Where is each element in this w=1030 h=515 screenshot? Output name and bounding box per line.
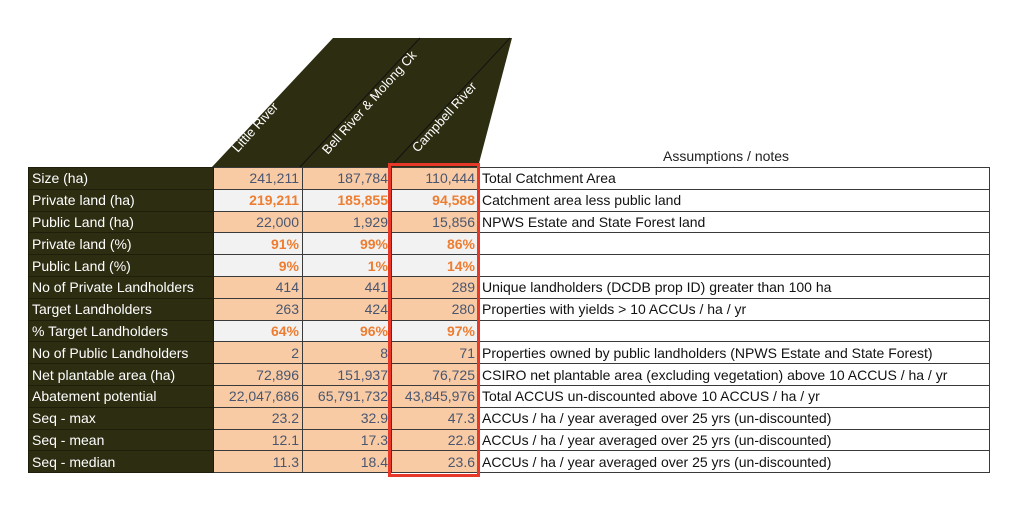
- row-label: % Target Landholders: [28, 319, 214, 343]
- row-label: No of Public Landholders: [28, 341, 214, 365]
- row-label: Public Land (%): [28, 254, 214, 277]
- cell-little-river: 91%: [213, 232, 303, 256]
- cell-little-river: 11.3: [213, 450, 303, 474]
- cell-bell-river: 187,784: [302, 167, 392, 190]
- cell-campbell-river: 43,845,976: [391, 384, 479, 408]
- row-note: [478, 254, 990, 277]
- cell-campbell-river: 97%: [391, 319, 479, 343]
- cell-campbell-river: 23.6: [391, 450, 479, 474]
- table-row: Net plantable area (ha) 72,896 151,937 76,7…: [28, 363, 990, 386]
- cell-little-river: 72,896: [213, 363, 303, 386]
- cell-bell-river: 17.3: [302, 428, 392, 452]
- cell-bell-river: 18.4: [302, 450, 392, 474]
- cell-campbell-river: 47.3: [391, 406, 479, 430]
- row-note: ACCUs / ha / year averaged over 25 yrs (…: [478, 406, 990, 430]
- table-row: Seq - mean 12.1 17.3 22.8 ACCUs / ha / year …: [28, 428, 990, 452]
- cell-bell-river: 8: [302, 341, 392, 365]
- row-note: Total ACCUS un-discounted above 10 ACCUS…: [478, 384, 990, 408]
- table-row: Private land (ha) 219,211 185,855 94,588 Cat…: [28, 188, 990, 212]
- cell-little-river: 22,000: [213, 210, 303, 234]
- row-note: CSIRO net plantable area (excluding vege…: [478, 363, 990, 386]
- row-label: Net plantable area (ha): [28, 363, 214, 386]
- row-note: NPWS Estate and State Forest land: [478, 210, 990, 234]
- row-label: Abatement potential: [28, 384, 214, 408]
- column-header-band: [212, 37, 512, 168]
- table-row: % Target Landholders 64% 96% 97%: [28, 319, 990, 343]
- cell-campbell-river: 22.8: [391, 428, 479, 452]
- row-note: Catchment area less public land: [478, 188, 990, 212]
- cell-little-river: 2: [213, 341, 303, 365]
- cell-campbell-river: 15,856: [391, 210, 479, 234]
- row-note: Properties owned by public landholders (…: [478, 341, 990, 365]
- cell-bell-river: 185,855: [302, 188, 392, 212]
- row-label: Public Land (ha): [28, 210, 214, 234]
- cell-campbell-river: 94,588: [391, 188, 479, 212]
- cell-little-river: 219,211: [213, 188, 303, 212]
- table-row: Public Land (ha) 22,000 1,929 15,856 NPWS Es…: [28, 210, 990, 234]
- cell-bell-river: 65,791,732: [302, 384, 392, 408]
- cell-campbell-river: 289: [391, 275, 479, 299]
- row-label: Size (ha): [28, 167, 214, 190]
- row-label: Target Landholders: [28, 297, 214, 321]
- table-row: Seq - median 11.3 18.4 23.6 ACCUs / ha / yea…: [28, 450, 990, 474]
- table-row: Public Land (%) 9% 1% 14%: [28, 254, 990, 277]
- row-note: Unique landholders (DCDB prop ID) greate…: [478, 275, 990, 299]
- cell-little-river: 12.1: [213, 428, 303, 452]
- cell-bell-river: 151,937: [302, 363, 392, 386]
- cell-campbell-river: 14%: [391, 254, 479, 277]
- cell-bell-river: 32.9: [302, 406, 392, 430]
- cell-little-river: 414: [213, 275, 303, 299]
- cell-bell-river: 441: [302, 275, 392, 299]
- row-note: Total Catchment Area: [478, 167, 990, 190]
- row-label: Seq - mean: [28, 428, 214, 452]
- header-background: [212, 38, 512, 167]
- cell-campbell-river: 71: [391, 341, 479, 365]
- row-note: [478, 232, 990, 256]
- row-label: Private land (ha): [28, 188, 214, 212]
- cell-little-river: 241,211: [213, 167, 303, 190]
- row-label: Seq - max: [28, 406, 214, 430]
- table-row: Size (ha) 241,211 187,784 110,444 Total Catc…: [28, 167, 990, 190]
- header-divider: [389, 37, 511, 168]
- cell-campbell-river: 76,725: [391, 363, 479, 386]
- cell-little-river: 9%: [213, 254, 303, 277]
- row-note: ACCUs / ha / year averaged over 25 yrs (…: [478, 450, 990, 474]
- header-divider: [299, 37, 421, 168]
- cell-campbell-river: 110,444: [391, 167, 479, 190]
- row-label: Private land (%): [28, 232, 214, 256]
- table-row: Seq - max 23.2 32.9 47.3 ACCUs / ha / year a…: [28, 406, 990, 430]
- cell-campbell-river: 280: [391, 297, 479, 321]
- cell-bell-river: 1%: [302, 254, 392, 277]
- row-label: No of Private Landholders: [28, 275, 214, 299]
- cell-little-river: 23.2: [213, 406, 303, 430]
- cell-little-river: 263: [213, 297, 303, 321]
- cell-little-river: 64%: [213, 319, 303, 343]
- row-note: [478, 319, 990, 343]
- notes-header: Assumptions / notes: [663, 148, 790, 164]
- cell-little-river: 22,047,686: [213, 384, 303, 408]
- row-note: Properties with yields > 10 ACCUs / ha /…: [478, 297, 990, 321]
- row-label: Seq - median: [28, 450, 214, 474]
- cell-bell-river: 96%: [302, 319, 392, 343]
- row-note: ACCUs / ha / year averaged over 25 yrs (…: [478, 428, 990, 452]
- cell-bell-river: 1,929: [302, 210, 392, 234]
- table-row: Abatement potential 22,047,686 65,791,732 4…: [28, 384, 990, 408]
- table-row: Private land (%) 91% 99% 86%: [28, 232, 990, 256]
- cell-campbell-river: 86%: [391, 232, 479, 256]
- cell-bell-river: 424: [302, 297, 392, 321]
- table-row: No of Public Landholders 2 8 71 Properties o…: [28, 341, 990, 365]
- table-row: No of Private Landholders 414 441 289 Unique…: [28, 275, 990, 299]
- catchment-table: Size (ha) 241,211 187,784 110,444 Total Catc…: [28, 167, 990, 474]
- table-row: Target Landholders 263 424 280 Properties wi…: [28, 297, 990, 321]
- cell-bell-river: 99%: [302, 232, 392, 256]
